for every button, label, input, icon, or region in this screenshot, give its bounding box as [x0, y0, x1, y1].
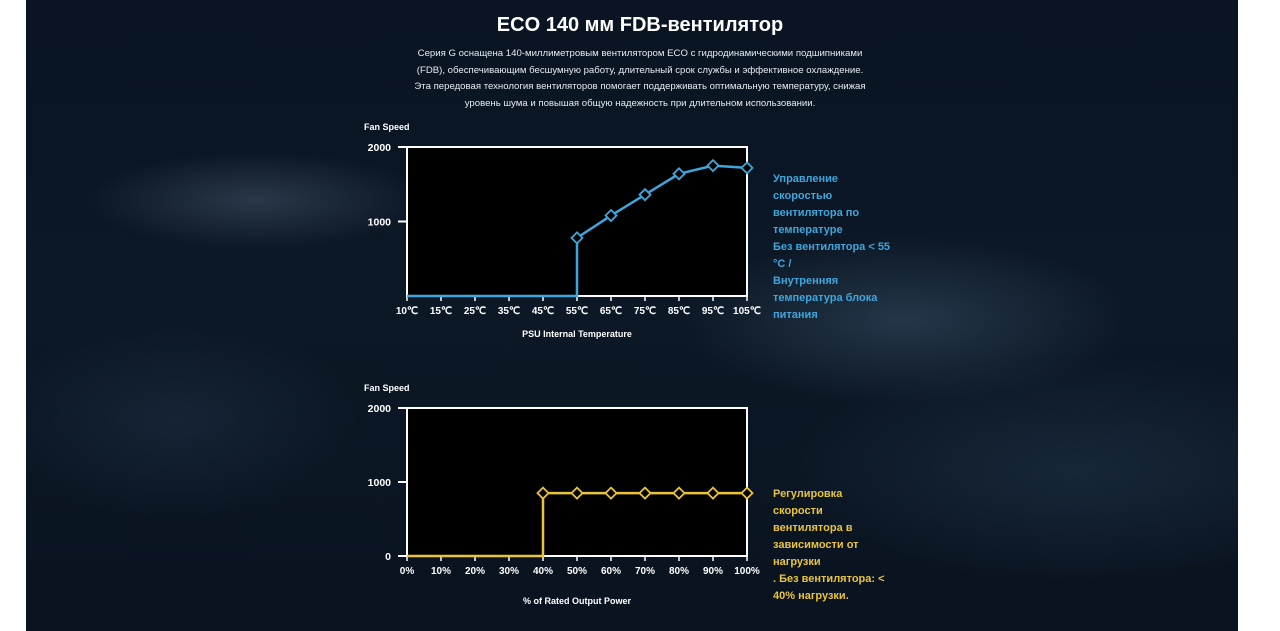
note-line: Без вентилятора < 55 — [773, 241, 891, 253]
x-tick-label: 45℃ — [532, 306, 554, 317]
description-line: Эта передовая технология вентиляторов по… — [414, 81, 866, 93]
y-axis-label: Fan Speed — [364, 122, 410, 132]
data-point-marker — [638, 486, 652, 500]
x-tick-label: 10℃ — [396, 306, 418, 317]
x-axis-label: PSU Internal Temperature — [522, 329, 632, 339]
x-tick-label: 30% — [499, 566, 519, 577]
data-point-marker — [672, 486, 686, 500]
x-tick-label: 60% — [601, 566, 621, 577]
x-tick-label: 15℃ — [430, 306, 452, 317]
x-tick-label: 35℃ — [498, 306, 520, 317]
y-tick-label: 2000 — [368, 403, 392, 415]
note-line: питания — [773, 309, 818, 321]
x-tick-label: 10% — [431, 566, 451, 577]
x-tick-label: 25℃ — [464, 306, 486, 317]
data-point-marker — [638, 187, 652, 202]
x-tick-label: 100% — [734, 566, 760, 577]
description-line: (FDB), обеспечивающим бесшумную работу, … — [416, 64, 864, 76]
note-line: 40% нагрузки. — [773, 590, 849, 602]
x-tick-label: 55℃ — [566, 306, 588, 317]
data-point-marker — [740, 161, 754, 175]
temperature-control-note: Управление скоростью вентилятора по темп… — [773, 171, 913, 324]
x-tick-label: 50% — [567, 566, 587, 577]
data-point-marker — [570, 486, 584, 500]
load-control-note: Регулировка скорости вентилятора в завис… — [773, 486, 913, 605]
y-tick-label: 0 — [385, 551, 391, 563]
x-tick-label: 75℃ — [634, 306, 656, 317]
plot-area — [406, 407, 748, 557]
note-line: °C / — [773, 258, 792, 270]
data-point-marker — [672, 167, 686, 181]
x-tick-label: 95℃ — [702, 306, 724, 317]
x-tick-label: 85℃ — [668, 306, 690, 317]
x-tick-label: 0% — [400, 566, 415, 577]
description: Серия G оснащена 140-миллиметровым венти… — [380, 46, 900, 113]
y-tick-label: 1000 — [368, 217, 392, 229]
note-line: Регулировка — [773, 488, 843, 500]
y-tick-label: 2000 — [368, 142, 392, 154]
data-point-marker — [740, 486, 754, 500]
note-line: Внутренняя — [773, 275, 839, 287]
description-line: уровень шума и повышая общую надежность … — [464, 98, 816, 110]
x-tick-label: 70% — [635, 566, 655, 577]
data-point-marker — [706, 158, 720, 173]
data-point-marker — [536, 486, 550, 500]
x-tick-label: 105℃ — [733, 306, 761, 317]
note-line: температуре — [773, 224, 843, 236]
data-point-marker — [604, 208, 618, 223]
y-tick-label: 1000 — [368, 477, 392, 489]
note-line: температура блока — [773, 292, 878, 304]
description-line: Серия G оснащена 140-миллиметровым венти… — [417, 48, 863, 59]
data-point-marker — [604, 486, 618, 500]
note-line: зависимости от — [773, 539, 859, 551]
data-point-marker — [570, 231, 584, 245]
x-tick-label: 80% — [669, 566, 689, 577]
note-line: Управление — [773, 173, 839, 185]
x-tick-label: 40% — [533, 566, 553, 577]
note-line: скорости — [773, 505, 823, 517]
note-line: вентилятора по — [773, 207, 860, 219]
series-line — [407, 164, 748, 298]
note-line: вентилятора в — [773, 522, 853, 534]
note-line: . Без вентилятора: < — [773, 573, 885, 585]
note-line: скоростью — [773, 190, 833, 202]
data-point-marker — [706, 486, 720, 500]
x-tick-label: 20% — [465, 566, 485, 577]
x-tick-label: 65℃ — [600, 306, 622, 317]
note-line: нагрузки — [773, 556, 821, 568]
y-axis-label: Fan Speed — [364, 383, 410, 393]
page-title: ECO 140 мм FDB-вентилятор — [496, 14, 784, 36]
x-tick-label: 90% — [703, 566, 723, 577]
x-axis-label: % of Rated Output Power — [523, 596, 631, 606]
